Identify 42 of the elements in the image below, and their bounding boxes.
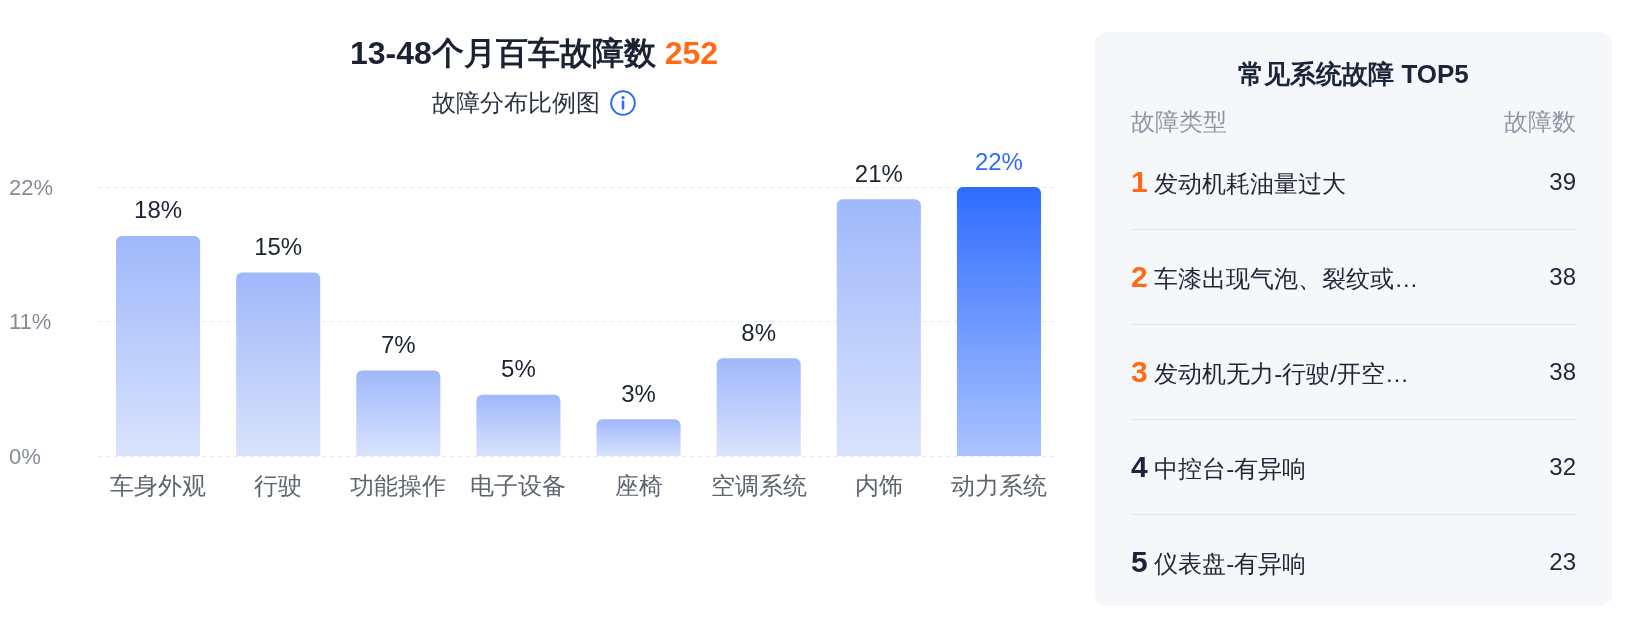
x-tick-label: 座椅: [614, 471, 663, 499]
data-label: 3%: [621, 379, 656, 407]
data-label: 22%: [974, 147, 1023, 175]
x-tick-label: 空调系统: [710, 471, 807, 499]
x-tick-label: 车身外观: [110, 471, 207, 499]
y-tick-label: 0%: [9, 443, 41, 469]
bar: [116, 235, 201, 456]
y-tick-label: 11%: [9, 309, 52, 334]
category-label: 3 发动机无力-行驶/开空…: [1131, 354, 1410, 390]
category-label: 5 仪表盘-有异响: [1131, 544, 1308, 580]
data-label: 38: [1549, 358, 1576, 386]
x-tick-label: 行驶: [254, 471, 303, 499]
x-tick-label: 内饰: [854, 471, 903, 499]
chart-title: 13-48个月百车故障数 252: [349, 35, 719, 71]
bar: [236, 272, 321, 456]
data-label: 38: [1549, 263, 1576, 291]
bar: [596, 419, 681, 456]
category-label: 4 中控台-有异响: [1131, 449, 1308, 485]
data-label: 15%: [254, 233, 303, 261]
bar: [356, 370, 441, 456]
bar: [836, 199, 921, 456]
data-label: 32: [1549, 453, 1576, 481]
data-label: 8%: [741, 318, 777, 346]
data-label: 18%: [134, 196, 183, 224]
x-tick-label: 电子设备: [470, 471, 567, 499]
category-label: 1 发动机耗油量过大: [1131, 164, 1348, 200]
bar: [476, 394, 561, 456]
text: 故障类型: [1131, 107, 1227, 137]
y-tick-label: 22%: [9, 174, 54, 200]
data-label: 5%: [501, 355, 536, 383]
bar: [956, 187, 1041, 456]
bar: [716, 358, 801, 456]
x-tick-label: 功能操作: [350, 471, 447, 499]
x-tick-label: 动力系统: [950, 471, 1047, 499]
data-label: 21%: [854, 159, 903, 187]
data-label: 39: [1549, 168, 1576, 196]
category-label: 2 车漆出现气泡、裂纹或…: [1131, 259, 1420, 295]
data-label: 7%: [380, 330, 416, 358]
text: 故障数: [1504, 107, 1576, 137]
text: 常见系统故障 TOP5: [1237, 58, 1470, 91]
data-label: 23: [1549, 548, 1576, 576]
chart-subtitle: 故障分布比例图: [432, 88, 600, 118]
